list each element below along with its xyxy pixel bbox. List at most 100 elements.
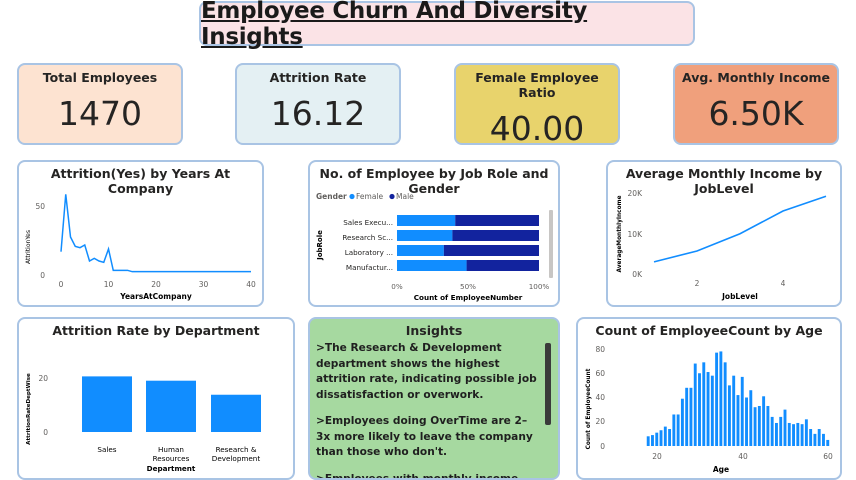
bar	[646, 436, 650, 446]
kpi-card-total-employees[interactable]: Total Employees 1470	[17, 63, 183, 145]
category-label: Research Sc...	[342, 233, 393, 242]
chart-svg: Gender Female Male JobRole Sales Execu..…	[316, 192, 553, 302]
kpi-card-avg-income[interactable]: Avg. Monthly Income 6.50K	[673, 63, 839, 145]
kpi-label: Female Employee Ratio	[475, 70, 599, 100]
bar	[740, 376, 744, 446]
bar	[211, 394, 261, 432]
bar	[804, 419, 808, 446]
x-axis-label: Count of EmployeeNumber	[414, 293, 523, 302]
bar	[702, 362, 706, 446]
bar	[813, 433, 817, 446]
x-tick: 0	[59, 280, 64, 289]
kpi-value: 1470	[58, 94, 142, 133]
chart-svg: AttritionYes 50 0 0 10 20 30 40 YearsAtC…	[25, 194, 256, 301]
category-label: Manufactur...	[346, 263, 393, 272]
x-tick: 40	[738, 452, 748, 461]
bar	[766, 405, 770, 446]
bar	[146, 380, 196, 432]
bar	[749, 390, 753, 446]
bar	[770, 416, 774, 446]
insights-panel[interactable]: Insights >The Research & Development dep…	[308, 317, 560, 480]
insights-body: >The Research & Development department s…	[316, 341, 540, 480]
bar	[668, 429, 672, 446]
dashboard-title-box: Employee Churn And Diversity Insights	[199, 0, 695, 50]
category-label: Laboratory ...	[345, 248, 393, 257]
y-tick: 0K	[632, 270, 643, 279]
chart-svg: Count of EmployeeCount 80 60 40 20 0 20 …	[586, 345, 833, 474]
bar	[672, 414, 676, 446]
y-tick: 0	[40, 271, 45, 280]
bar	[822, 433, 825, 446]
bar	[680, 398, 684, 446]
insight-item: >Employees doing OverTime are 2–3x more …	[316, 415, 533, 458]
x-tick: 100%	[529, 282, 550, 291]
x-tick: 0%	[391, 282, 403, 291]
legend-female-dot	[349, 193, 355, 200]
x-tick: 20	[652, 452, 662, 461]
chart-count-by-age[interactable]: Count of EmployeeCount by Age Count of E…	[576, 317, 842, 480]
y-tick: 80	[595, 345, 605, 354]
x-axis-label: Department	[147, 464, 196, 473]
bar	[796, 422, 800, 446]
bar-male	[452, 230, 539, 241]
kpi-card-female-ratio[interactable]: Female Employee Ratio 40.00	[454, 63, 620, 148]
x-tick: 4	[781, 279, 786, 288]
bar	[826, 439, 830, 446]
kpi-card-attrition-rate[interactable]: Attrition Rate 16.12	[235, 63, 401, 145]
bar	[736, 395, 740, 446]
bar	[727, 385, 731, 446]
category-label: Human	[158, 445, 184, 454]
y-tick: 40	[595, 393, 605, 402]
chart-title: Attrition Rate by Department	[52, 323, 260, 338]
chart-attrition-by-department[interactable]: Attrition Rate by Department AttritionRa…	[17, 317, 295, 480]
bar-female	[397, 245, 444, 256]
y-tick: 20	[38, 374, 48, 383]
bar	[779, 416, 783, 446]
insight-item: >Employees with monthly income below ₹4,…	[316, 472, 519, 480]
bar	[792, 424, 795, 446]
chart-attrition-by-years[interactable]: Attrition(Yes) by Years At Company Attri…	[17, 160, 264, 307]
insight-item: >The Research & Development department s…	[316, 342, 537, 401]
bar	[659, 430, 663, 446]
bar	[800, 424, 804, 446]
x-tick: 20	[151, 280, 161, 289]
bar	[706, 372, 710, 446]
bar	[787, 422, 791, 446]
category-label: Resources	[153, 454, 190, 463]
bar	[753, 407, 757, 446]
category-label: Research &	[216, 445, 257, 454]
x-axis-label: YearsAtCompany	[119, 292, 192, 301]
bar	[698, 373, 701, 446]
x-tick: 50%	[460, 282, 476, 291]
chart-jobrole-gender[interactable]: No. of Employee by Job Role and Gender G…	[308, 160, 560, 307]
legend-female: Female	[356, 192, 384, 201]
chart-income-by-joblevel[interactable]: Average Monthly Income by JobLevel Avera…	[606, 160, 842, 307]
kpi-value: 16.12	[270, 94, 366, 133]
kpi-label: Avg. Monthly Income	[681, 70, 831, 85]
category-label: Sales Execu...	[343, 218, 393, 227]
bar	[783, 409, 787, 446]
y-tick: 60	[595, 369, 605, 378]
bar-male	[443, 245, 539, 256]
bar-female	[397, 215, 456, 226]
y-axis-label: AttritionYes	[25, 230, 32, 264]
bar	[732, 375, 736, 446]
insights-scrollbar[interactable]	[545, 343, 551, 425]
y-axis-label: JobRole	[316, 230, 324, 261]
bar	[757, 405, 761, 446]
bar	[745, 397, 748, 446]
category-label: Development	[212, 454, 261, 463]
x-tick: 10	[104, 280, 114, 289]
bar	[693, 363, 697, 446]
kpi-label: Attrition Rate	[269, 70, 367, 85]
line-series	[60, 194, 251, 273]
scrollbar[interactable]	[549, 210, 553, 278]
category-label: Sales	[97, 445, 116, 454]
x-axis-label: Age	[713, 465, 729, 474]
kpi-label: Total Employees	[42, 70, 158, 85]
legend-male: Male	[396, 192, 414, 201]
bar	[775, 422, 778, 446]
y-tick: 20	[595, 417, 605, 426]
y-axis-label: Count of EmployeeCount	[586, 368, 592, 449]
x-tick: 30	[199, 280, 209, 289]
